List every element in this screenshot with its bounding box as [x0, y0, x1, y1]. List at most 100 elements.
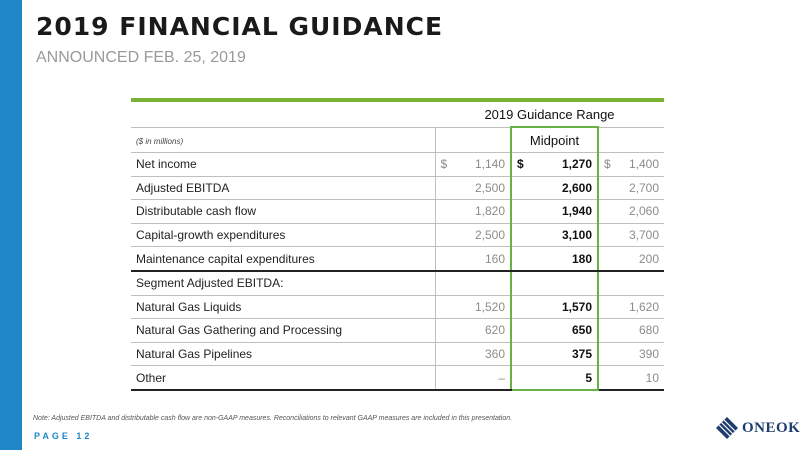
high-value-cell	[598, 270, 664, 296]
low-value-cell: –	[434, 365, 511, 391]
midpoint-value-cell: 5	[510, 365, 599, 391]
table-row: Net income $1,140 $1,270 $1,400	[131, 152, 664, 177]
high-value: 3,700	[628, 228, 659, 243]
high-value-cell: 390	[598, 342, 664, 367]
table-row: Natural Gas Pipelines 360 375 390	[131, 342, 664, 367]
dollar-sign: $	[440, 157, 448, 172]
low-value: 620	[484, 323, 505, 338]
oneok-logo: ONEOK	[715, 416, 800, 442]
table-row: Segment Adjusted EBITDA:	[131, 270, 664, 296]
row-label: Distributable cash flow	[131, 199, 435, 224]
low-header-cell	[434, 127, 511, 153]
row-label: Natural Gas Pipelines	[131, 342, 435, 367]
low-value: –	[498, 370, 505, 385]
table-row: Other – 5 10	[131, 365, 664, 391]
midpoint-value: 180	[571, 251, 592, 266]
high-value: 2,700	[628, 180, 659, 195]
row-label: Net income	[131, 152, 435, 177]
guidance-table-container: 2019 Guidance Range ($ in millions) Midp…	[131, 98, 664, 391]
units-label: ($ in millions)	[136, 136, 184, 146]
high-value-cell: 200	[598, 246, 664, 272]
high-value: 2,060	[628, 204, 659, 219]
left-accent-bar	[0, 0, 22, 450]
table-row: Natural Gas Gathering and Processing 620 6…	[131, 318, 664, 343]
page-title: 2019 FINANCIAL GUIDANCE	[36, 12, 444, 41]
high-value-cell: 680	[598, 318, 664, 343]
table-row: Adjusted EBITDA 2,500 2,600 2,700	[131, 176, 664, 201]
row-label: Maintenance capital expenditures	[131, 246, 435, 272]
midpoint-value-cell: 3,100	[510, 223, 599, 248]
dollar-sign: $	[604, 157, 611, 172]
high-header-cell	[598, 127, 664, 153]
column-header-row: ($ in millions) Midpoint	[131, 126, 664, 153]
high-value: 680	[638, 323, 659, 338]
midpoint-value: 2,600	[561, 180, 592, 195]
midpoint-header: Midpoint	[510, 126, 599, 153]
guidance-range-header: 2019 Guidance Range	[435, 102, 664, 128]
midpoint-value: 1,940	[561, 204, 592, 219]
midpoint-value: 1,570	[561, 299, 592, 314]
page-number: PAGE 12	[34, 431, 93, 441]
midpoint-value-cell: 650	[510, 318, 599, 343]
dollar-sign: $	[517, 157, 524, 172]
high-value-cell: 2,700	[598, 176, 664, 201]
low-value-cell: 2,500	[434, 223, 511, 248]
row-label: Adjusted EBITDA	[131, 176, 435, 201]
footnote: Note: Adjusted EBITDA and distributable …	[33, 415, 513, 422]
midpoint-value-cell: 1,570	[510, 295, 599, 320]
low-value: 2,500	[474, 180, 505, 195]
midpoint-value: 650	[571, 323, 592, 338]
high-value: 1,620	[628, 299, 659, 314]
low-value-cell: 360	[434, 342, 511, 367]
row-label: Capital-growth expenditures	[131, 223, 435, 248]
high-value-cell: 3,700	[598, 223, 664, 248]
low-value: 160	[484, 251, 505, 266]
low-value-cell: 160	[434, 246, 511, 272]
high-value: 390	[638, 347, 659, 362]
logo-wordmark: ONEOK	[742, 420, 800, 436]
high-value-cell: 2,060	[598, 199, 664, 224]
high-value-cell: 1,620	[598, 295, 664, 320]
high-value: 10	[645, 370, 659, 385]
high-value: 1,400	[628, 157, 659, 172]
low-value: 1,820	[474, 204, 505, 219]
green-top-rule	[131, 98, 664, 102]
midpoint-value-cell: 180	[510, 246, 599, 272]
low-value-cell	[434, 270, 511, 296]
midpoint-value-cell	[510, 270, 599, 296]
row-label: Natural Gas Gathering and Processing	[131, 318, 435, 343]
high-value: 200	[638, 251, 659, 266]
table-row: Natural Gas Liquids 1,520 1,570 1,620	[131, 295, 664, 320]
high-value-cell: 10	[598, 365, 664, 391]
table-row: Distributable cash flow 1,820 1,940 2,060	[131, 199, 664, 224]
midpoint-value-cell: 375	[510, 342, 599, 367]
page-subtitle: ANNOUNCED FEB. 25, 2019	[36, 49, 246, 66]
low-value-cell: 1,520	[434, 295, 511, 320]
midpoint-value: 5	[585, 370, 592, 385]
units-cell: ($ in millions)	[131, 127, 435, 153]
row-label: Segment Adjusted EBITDA:	[131, 270, 435, 296]
low-value: 360	[484, 347, 505, 362]
guidance-table: 2019 Guidance Range ($ in millions) Midp…	[131, 102, 664, 391]
high-value-cell: $1,400	[598, 152, 664, 177]
midpoint-value-cell: $1,270	[510, 152, 599, 177]
low-value: 2,500	[474, 228, 505, 243]
midpoint-value: 375	[571, 347, 592, 362]
low-value-cell: 2,500	[434, 176, 511, 201]
oneok-diamond-icon	[716, 417, 738, 439]
range-header-row: 2019 Guidance Range	[131, 102, 664, 128]
low-value-cell: 1,820	[434, 199, 511, 224]
midpoint-value: 1,270	[561, 157, 592, 172]
row-label: Other	[131, 365, 435, 391]
midpoint-value-cell: 2,600	[510, 176, 599, 201]
low-value: 1,520	[474, 299, 505, 314]
midpoint-value-cell: 1,940	[510, 199, 599, 224]
table-row: Capital-growth expenditures 2,500 3,100 3,7…	[131, 223, 664, 248]
low-value-cell: $1,140	[434, 152, 511, 177]
low-value-cell: 620	[434, 318, 511, 343]
table-row: Maintenance capital expenditures 160 180 20…	[131, 246, 664, 272]
low-value: 1,140	[474, 157, 505, 172]
midpoint-value: 3,100	[561, 228, 592, 243]
row-label: Natural Gas Liquids	[131, 295, 435, 320]
range-header-spacer	[131, 102, 435, 128]
